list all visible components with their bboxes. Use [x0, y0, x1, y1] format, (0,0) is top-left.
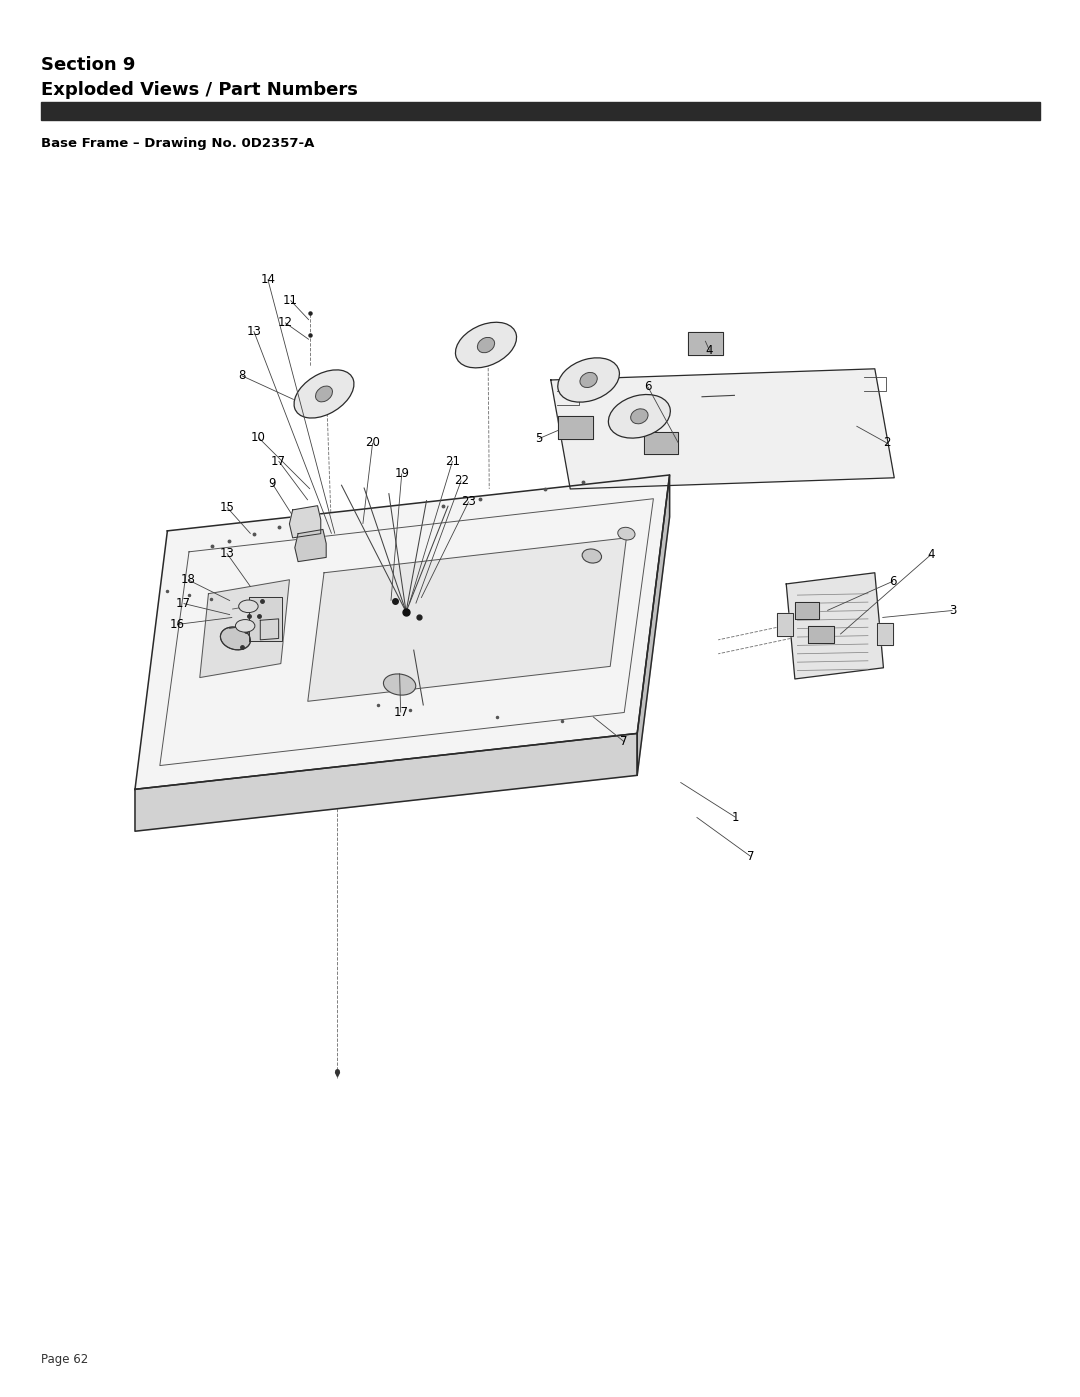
Text: 15: 15 [219, 500, 234, 514]
Polygon shape [637, 475, 670, 775]
Bar [41, 102, 1040, 120]
Text: 23: 23 [461, 495, 476, 509]
Polygon shape [135, 733, 637, 831]
Text: 2: 2 [883, 436, 890, 450]
Polygon shape [135, 475, 670, 789]
Ellipse shape [631, 409, 648, 423]
Text: 11: 11 [283, 293, 298, 307]
Text: 17: 17 [176, 597, 191, 610]
Text: 5: 5 [536, 432, 542, 446]
Ellipse shape [239, 601, 258, 613]
Ellipse shape [608, 394, 671, 439]
Ellipse shape [294, 370, 354, 418]
Text: 17: 17 [393, 705, 408, 719]
Ellipse shape [477, 338, 495, 352]
Ellipse shape [618, 527, 635, 541]
Polygon shape [249, 597, 282, 641]
Ellipse shape [557, 358, 620, 402]
Polygon shape [295, 529, 326, 562]
Text: 12: 12 [278, 316, 293, 330]
Polygon shape [777, 613, 793, 636]
Polygon shape [808, 626, 834, 643]
Text: 6: 6 [890, 574, 896, 588]
Polygon shape [688, 332, 723, 355]
Polygon shape [795, 602, 819, 619]
Polygon shape [644, 432, 678, 454]
Polygon shape [786, 573, 883, 679]
Text: 20: 20 [365, 436, 380, 450]
Ellipse shape [315, 386, 333, 402]
Ellipse shape [220, 627, 251, 650]
Polygon shape [551, 369, 894, 489]
Text: 17: 17 [271, 454, 286, 468]
Text: 1: 1 [732, 810, 739, 824]
Text: 16: 16 [170, 617, 185, 631]
Ellipse shape [582, 549, 602, 563]
Text: 4: 4 [706, 344, 713, 358]
Polygon shape [200, 580, 289, 678]
Text: 13: 13 [219, 546, 234, 560]
Text: 21: 21 [445, 454, 460, 468]
Text: 19: 19 [394, 467, 409, 481]
Polygon shape [308, 538, 626, 701]
Ellipse shape [456, 323, 516, 367]
Text: 7: 7 [747, 849, 754, 863]
Polygon shape [289, 506, 321, 538]
Text: 9: 9 [269, 476, 275, 490]
Polygon shape [558, 416, 593, 439]
Text: Exploded Views / Part Numbers: Exploded Views / Part Numbers [41, 81, 357, 99]
Text: 14: 14 [260, 272, 275, 286]
Text: 10: 10 [251, 430, 266, 444]
Text: 18: 18 [180, 573, 195, 587]
Text: 8: 8 [239, 369, 245, 383]
Ellipse shape [580, 373, 597, 387]
Ellipse shape [235, 619, 255, 631]
Text: 13: 13 [246, 324, 261, 338]
Text: 22: 22 [454, 474, 469, 488]
Ellipse shape [383, 673, 416, 696]
Text: Page 62: Page 62 [41, 1354, 89, 1366]
Text: 4: 4 [928, 548, 934, 562]
Text: 7: 7 [621, 735, 627, 749]
Text: 3: 3 [949, 604, 956, 617]
Text: 6: 6 [645, 380, 651, 394]
Polygon shape [260, 619, 279, 640]
Text: Section 9: Section 9 [41, 56, 135, 74]
Text: Base Frame – Drawing No. 0D2357-A: Base Frame – Drawing No. 0D2357-A [41, 137, 314, 149]
Polygon shape [877, 623, 893, 645]
